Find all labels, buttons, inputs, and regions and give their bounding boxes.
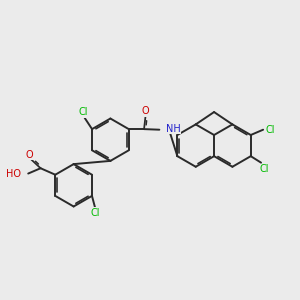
Text: O: O [26,150,34,160]
Text: Cl: Cl [265,125,274,135]
Text: Cl: Cl [90,208,100,218]
Text: NH: NH [166,124,181,134]
Text: O: O [142,106,149,116]
Text: Cl: Cl [259,164,269,174]
Text: HO: HO [6,169,21,178]
Text: Cl: Cl [79,107,88,117]
